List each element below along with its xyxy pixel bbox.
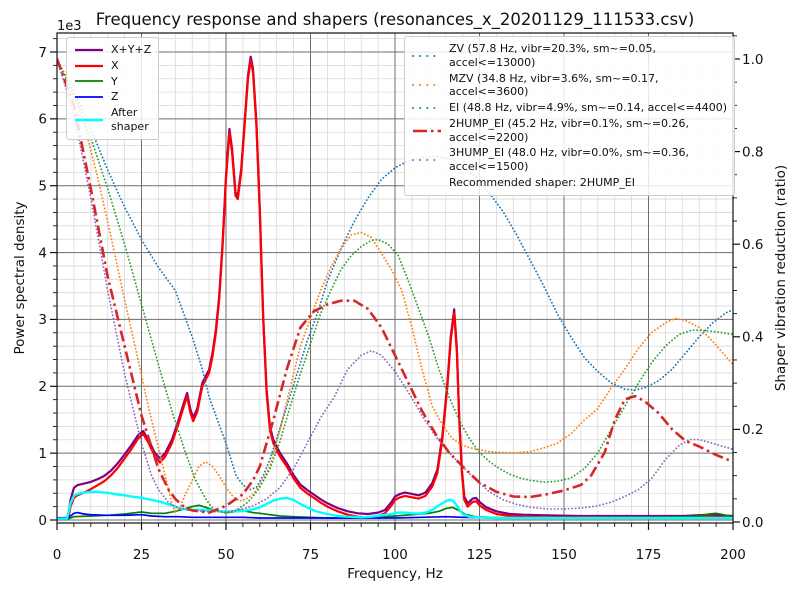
series-shaper-zv: [57, 58, 733, 491]
x-tick-label: 25: [133, 547, 150, 563]
y-left-tick-label: 7: [38, 45, 47, 61]
legend-item-shaper-zv: ZV (57.8 Hz, vibr=20.3%, sm~=0.05, accel…: [412, 41, 727, 71]
series-shaper-2hump-ei: [57, 58, 733, 514]
y-right-axis-label: Shaper vibration reduction (ratio): [773, 164, 789, 392]
legend-item-shaper-ei: EI (48.8 Hz, vibr=4.9%, sm~=0.14, accel<…: [412, 100, 727, 116]
y-left-offset-text: 1e3: [57, 19, 82, 34]
recommended-shaper-note: Recommended shaper: 2HUMP_EI: [449, 175, 635, 189]
series-psd-after-shaper: [57, 490, 733, 520]
x-tick-label: 75: [302, 547, 319, 563]
axis-ticks: [50, 35, 740, 530]
y-right-tick-label: 1.0: [742, 52, 763, 68]
line-swatch-shaper-zv: [412, 54, 442, 57]
legend-shapers: ZV (57.8 Hz, vibr=20.3%, sm~=0.05, accel…: [404, 36, 735, 196]
y-right-tick-label: 0.0: [742, 515, 763, 531]
y-left-tick-label: 3: [38, 312, 47, 328]
legend-item-label: After shaper: [111, 106, 149, 133]
y-left-tick-label: 5: [38, 179, 47, 195]
tick-labels: 0 25 50 75 100 125 150 175 200 0 1 2 3 4 5 6 7 0.0 0.2 0.4 0…: [38, 19, 763, 563]
x-tick-label: 100: [382, 547, 408, 563]
legend-item-label: ZV (57.8 Hz, vibr=20.3%, sm~=0.05, accel…: [449, 42, 656, 69]
series-shaper-3hump-ei: [57, 58, 733, 513]
y-right-tick-label: 0.8: [742, 144, 763, 160]
y-left-tick-label: 6: [38, 112, 47, 128]
legend-item-shaper-3hump-ei: 3HUMP_EI (48.0 Hz, vibr=0.0%, sm~=0.36, …: [412, 145, 727, 175]
legend-item-label: Y: [111, 74, 118, 88]
line-swatch-psd-z: [75, 96, 103, 98]
y-right-tick-label: 0.6: [742, 237, 763, 253]
x-tick-label: 125: [467, 547, 493, 563]
line-swatch-psd-after-shaper: [75, 118, 103, 121]
legend-item-label: MZV (34.8 Hz, vibr=3.6%, sm~=0.17, accel…: [449, 71, 659, 99]
legend-item-shaper-mzv: MZV (34.8 Hz, vibr=3.6%, sm~=0.17, accel…: [412, 71, 727, 101]
chart-title: Frequency response and shapers (resonanc…: [95, 10, 695, 29]
y-right-tick-label: 0.2: [742, 422, 763, 438]
line-swatch-shaper-mzv: [412, 84, 442, 87]
line-swatch-psd-y: [75, 80, 103, 83]
y-left-tick-label: 4: [38, 245, 47, 261]
x-tick-label: 150: [551, 547, 577, 563]
line-swatch-shaper-3hump-ei: [412, 159, 442, 161]
legend-item-label: Z: [111, 90, 119, 104]
line-swatch-shaper-2hump-ei: [413, 129, 441, 132]
x-axis-label: Frequency, Hz: [347, 566, 443, 582]
x-tick-label: 175: [636, 547, 662, 563]
legend-item-shaper-2hump-ei: 2HUMP_EI (45.2 Hz, vibr=0.1%, sm~=0.26, …: [412, 116, 727, 146]
legend-item-label: EI (48.8 Hz, vibr=4.9%, sm~=0.14, accel<…: [449, 101, 727, 114]
grid-minor: [57, 33, 733, 523]
y-left-tick-label: 1: [38, 446, 47, 462]
legend-item-label: 3HUMP_EI (48.0 Hz, vibr=0.0%, sm~=0.36, …: [449, 146, 690, 173]
series-shaper-ei: [57, 58, 733, 514]
x-tick-label: 200: [720, 547, 746, 563]
legend-item-psd-x: X: [74, 58, 151, 74]
legend-item-psd-z: Z: [74, 89, 151, 105]
legend-item-psd-after-shaper: After shaper: [74, 105, 151, 135]
y-left-tick-label: 0: [38, 513, 47, 529]
legend-item-label: 2HUMP_EI (45.2 Hz, vibr=0.1%, sm~=0.26, …: [449, 116, 690, 144]
y-right-tick-label: 0.4: [742, 330, 763, 346]
legend-item-label: X+Y+Z: [111, 43, 152, 56]
x-tick-label: 50: [217, 547, 234, 563]
x-tick-label: 0: [53, 547, 62, 563]
line-swatch-psd-x: [75, 64, 103, 67]
legend-item-label: X: [111, 58, 119, 72]
line-swatch-shaper-ei: [412, 106, 442, 109]
line-swatch-psd-sum: [75, 48, 103, 51]
y-left-tick-label: 2: [38, 379, 47, 395]
legend-item-psd-y: Y: [74, 74, 151, 90]
y-left-axis-label: Power spectral density: [12, 201, 28, 355]
legend-measurements: X+Y+Z X Y Z After shaper: [66, 37, 160, 140]
series-shaper-mzv: [57, 58, 733, 514]
legend-item-psd-sum: X+Y+Z: [74, 42, 151, 58]
curves: [57, 55, 733, 521]
